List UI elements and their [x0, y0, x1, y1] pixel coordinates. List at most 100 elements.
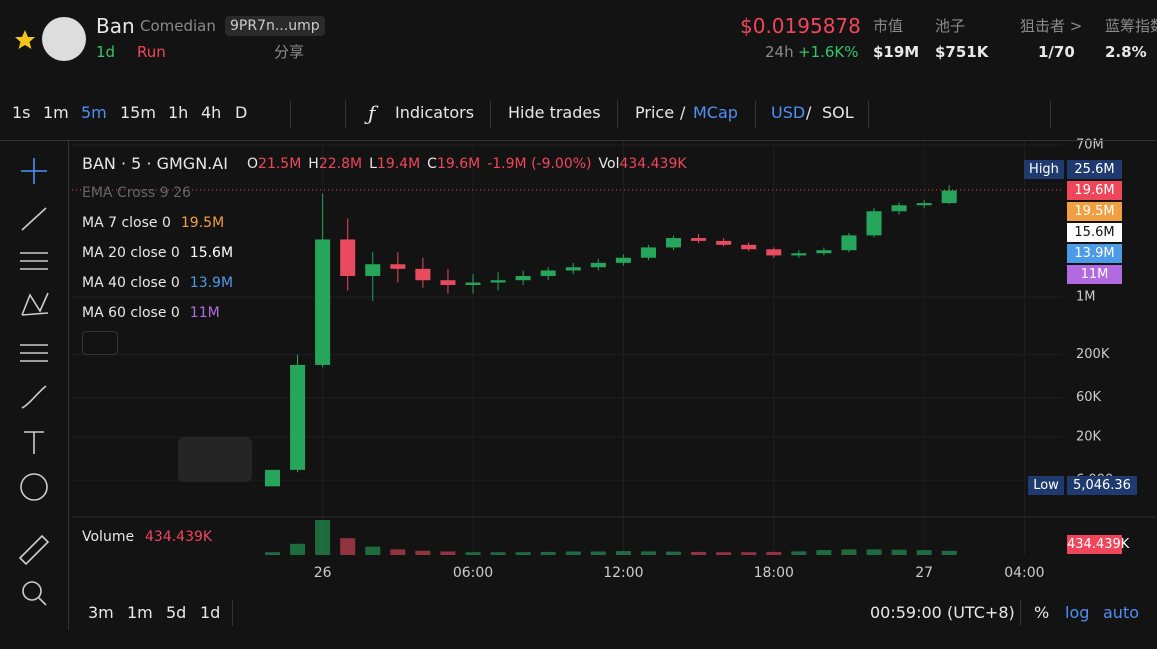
clock: 00:59:00 (UTC+8) [870, 603, 1015, 622]
volume-bar [264, 552, 281, 555]
candle-body [766, 249, 782, 256]
token-tag: Comedian [140, 17, 216, 35]
candle-body [540, 270, 556, 277]
age: 1d [96, 43, 116, 61]
candle-body [515, 276, 531, 281]
ohlc-label: C [427, 156, 437, 172]
floating-tool[interactable] [178, 437, 252, 482]
candle-body [440, 280, 456, 286]
candle-body [365, 264, 381, 277]
fx-icon[interactable]: ƒ [368, 101, 376, 125]
price: $0.0195878 [740, 14, 861, 38]
sol-toggle[interactable]: SOL [822, 103, 854, 122]
range[interactable]: 1m [127, 603, 153, 622]
auto-toggle[interactable]: auto [1103, 603, 1140, 622]
ma-row: MA 7 close 0 19.5M [82, 216, 224, 230]
address[interactable]: 9PR7n...ump [225, 16, 325, 36]
candle-body [691, 238, 707, 241]
candle-body [590, 262, 606, 268]
volume-bar [666, 551, 682, 555]
candle-body [640, 247, 656, 258]
volume-bar [490, 552, 506, 555]
change: +1.6K% [798, 43, 859, 61]
share[interactable]: 分享 [274, 43, 305, 61]
change-label: 24h [765, 43, 794, 61]
interval[interactable]: D [235, 103, 248, 122]
ma-value: 19.5M [180, 215, 225, 231]
drawing-tools[interactable] [14, 150, 54, 610]
volume-bar [841, 549, 857, 555]
volume-bar [640, 551, 656, 555]
stat-value: 1/70 [1038, 43, 1075, 61]
ohlc-label: L [369, 156, 377, 172]
ohlc-value: 19.4M [376, 156, 421, 172]
y-tick-label: 200K [1076, 347, 1110, 362]
ma-price-label: 13.9M [1067, 244, 1122, 263]
candle-body [340, 239, 356, 277]
volume-bar [390, 549, 406, 555]
volume-bar [415, 550, 431, 555]
volume-bar [565, 551, 581, 555]
interval[interactable]: 15m [120, 103, 156, 122]
ma-value: 13.9M [189, 275, 234, 291]
candle-body [741, 244, 757, 250]
log-toggle[interactable]: log [1065, 603, 1090, 622]
candle-body [390, 264, 406, 269]
stat-value: $751K [935, 43, 989, 61]
ohlc-label: H [308, 156, 319, 172]
favorite-icon[interactable] [14, 29, 36, 51]
high-value: 25.6M [1067, 160, 1122, 179]
candle-body [565, 267, 581, 271]
volume-bar [741, 552, 757, 555]
indicators[interactable]: Indicators [395, 103, 475, 122]
symbol: BAN · 5 · GMGN.AI [82, 154, 228, 173]
range[interactable]: 5d [166, 603, 187, 622]
percent-toggle[interactable]: % [1034, 603, 1050, 622]
hide-trades[interactable]: Hide trades [508, 103, 601, 122]
volume-value: 434.439K [145, 529, 213, 545]
range[interactable]: 3m [88, 603, 114, 622]
volume-bar [440, 551, 456, 555]
candle-body [465, 282, 481, 286]
high-label: High [1024, 160, 1064, 179]
interval[interactable]: 1m [43, 103, 69, 122]
interval[interactable]: 1s [12, 103, 31, 122]
volume-bar [515, 552, 531, 555]
legend-change: -1.9M (-9.00%) [487, 156, 592, 172]
volume-bar [716, 552, 732, 555]
price-toggle[interactable]: Price [635, 103, 675, 122]
stat-label: 市值 [873, 17, 904, 35]
volume-bar [866, 549, 882, 555]
candle-body [941, 190, 957, 204]
mcap-toggle[interactable]: MCap [693, 103, 738, 122]
ema: EMA Cross 9 26 [82, 185, 191, 201]
ma-label: MA 60 close 0 [82, 305, 180, 321]
volume-label: Volume [82, 529, 135, 545]
ohlc-value: 19.6M [436, 156, 481, 172]
last-price: 19.6M [1067, 181, 1122, 200]
candle-body [891, 205, 907, 212]
x-tick-label: 06:00 [453, 565, 493, 581]
x-tick-label: 27 [915, 565, 933, 581]
usd-toggle[interactable]: USD [771, 103, 806, 122]
collapse-button[interactable] [82, 331, 118, 355]
ma-price-label: 15.6M [1067, 223, 1122, 242]
candle-body [841, 235, 857, 251]
interval[interactable]: 4h [201, 103, 222, 122]
vol-value: 434.439K [619, 156, 687, 172]
stat-label: 蓝筹指数 [1105, 17, 1157, 35]
interval[interactable]: 1h [168, 103, 189, 122]
candle-body [791, 253, 807, 256]
token-name: Ban [96, 14, 135, 38]
slash: / [680, 103, 686, 122]
volume-bar [315, 520, 331, 555]
volume-bar [891, 549, 907, 555]
candle-body [666, 238, 682, 248]
low-value: 5,046.36 [1067, 476, 1137, 495]
volume-bar [816, 550, 832, 555]
range[interactable]: 1d [200, 603, 221, 622]
interval[interactable]: 5m [81, 103, 107, 122]
candle-body [490, 280, 506, 283]
y-tick-label: 20K [1076, 430, 1102, 445]
volume-last: 434.439K [1067, 535, 1130, 554]
